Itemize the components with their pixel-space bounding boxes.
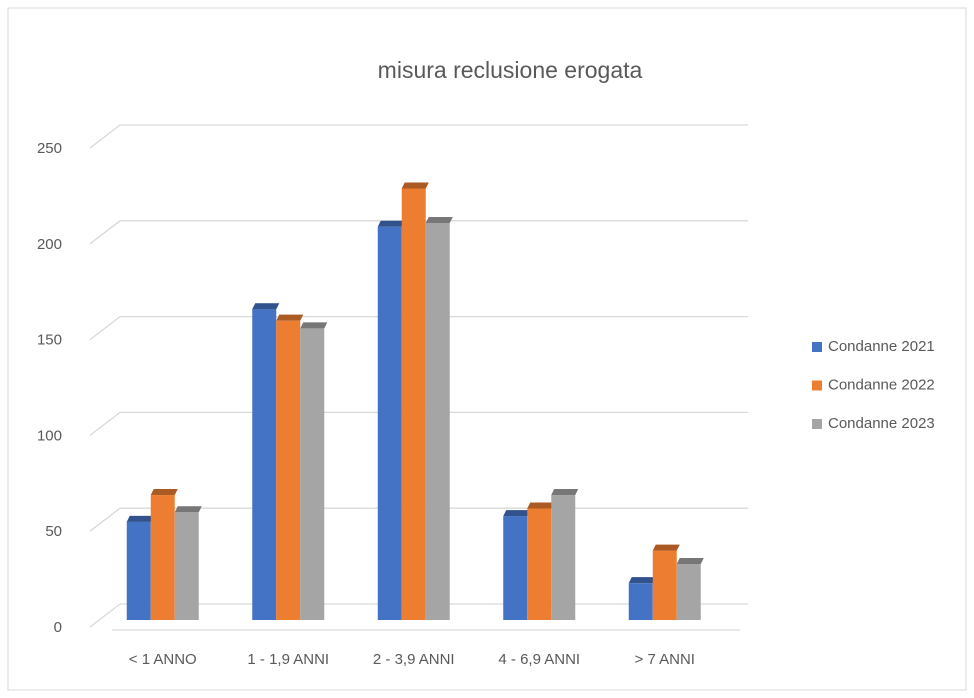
x-tick-label: 1 - 1,9 ANNI bbox=[247, 651, 329, 668]
bar-top-shade bbox=[276, 314, 304, 321]
bar bbox=[276, 320, 301, 620]
grid-line-side bbox=[89, 603, 121, 628]
bar bbox=[126, 521, 151, 620]
grid-line-side bbox=[89, 507, 121, 532]
bar-top bbox=[676, 558, 704, 565]
x-tick-label: 2 - 3,9 ANNI bbox=[373, 651, 455, 668]
bar-top-shade bbox=[425, 216, 453, 223]
bar-top bbox=[425, 216, 453, 223]
bar bbox=[150, 495, 175, 620]
bar-top-shade bbox=[527, 502, 555, 509]
bar-top-shade bbox=[126, 515, 154, 522]
x-tick-label: < 1 ANNO bbox=[129, 651, 197, 668]
bar-top bbox=[252, 303, 280, 310]
bar bbox=[300, 328, 325, 620]
y-tick-label: 100 bbox=[37, 427, 62, 444]
bar-top-shade bbox=[174, 506, 202, 513]
bar bbox=[652, 550, 677, 620]
bar bbox=[377, 226, 402, 621]
bar-top bbox=[377, 220, 405, 227]
bar bbox=[676, 564, 701, 620]
bar-top-shade bbox=[300, 322, 328, 329]
bar-top bbox=[527, 502, 555, 509]
bar bbox=[174, 512, 199, 620]
bar-top-shade bbox=[150, 489, 178, 496]
bar-top bbox=[628, 577, 656, 584]
chart-title: misura reclusione erogata bbox=[378, 57, 643, 83]
bar-top-shade bbox=[551, 489, 579, 496]
bar-top bbox=[503, 510, 531, 517]
bar bbox=[503, 516, 528, 620]
grid-line-side bbox=[89, 220, 121, 245]
bar-top bbox=[150, 489, 178, 496]
grid-line-side bbox=[89, 411, 121, 436]
legend-swatch bbox=[812, 380, 822, 391]
y-tick-label: 200 bbox=[37, 236, 62, 253]
x-tick-label: 4 - 6,9 ANNI bbox=[498, 651, 580, 668]
y-tick-label: 50 bbox=[45, 523, 62, 540]
bar bbox=[252, 309, 277, 620]
bar-top-shade bbox=[503, 510, 531, 517]
legend-label: Condanne 2023 bbox=[828, 415, 935, 432]
bar bbox=[401, 188, 426, 621]
bar bbox=[425, 222, 450, 620]
legend-swatch bbox=[812, 419, 822, 429]
bar-top-shade bbox=[377, 220, 405, 227]
bar-top bbox=[652, 544, 680, 551]
grid-line-side bbox=[89, 124, 121, 149]
bar-top bbox=[126, 515, 154, 522]
bar-top-shade bbox=[676, 558, 704, 565]
bar-top bbox=[174, 506, 202, 513]
bar-top-shade bbox=[401, 182, 429, 189]
y-tick-label: 250 bbox=[37, 140, 62, 157]
bar bbox=[551, 495, 576, 620]
legend-swatch bbox=[812, 342, 822, 352]
bar-top bbox=[300, 322, 328, 329]
bar-top bbox=[401, 182, 429, 189]
bar-top-shade bbox=[252, 303, 280, 310]
x-tick-label: > 7 ANNI bbox=[635, 651, 695, 668]
y-tick-label: 150 bbox=[37, 332, 62, 349]
bar bbox=[628, 583, 653, 620]
bar-top bbox=[551, 489, 579, 496]
bar bbox=[527, 508, 552, 620]
legend-label: Condanne 2021 bbox=[828, 338, 935, 355]
legend-label: Condanne 2022 bbox=[828, 376, 935, 393]
bar-top bbox=[276, 314, 304, 321]
grid-line-side bbox=[89, 316, 121, 341]
bar-top-shade bbox=[628, 577, 656, 584]
bar-top-shade bbox=[652, 544, 680, 551]
y-tick-label: 0 bbox=[54, 619, 62, 636]
